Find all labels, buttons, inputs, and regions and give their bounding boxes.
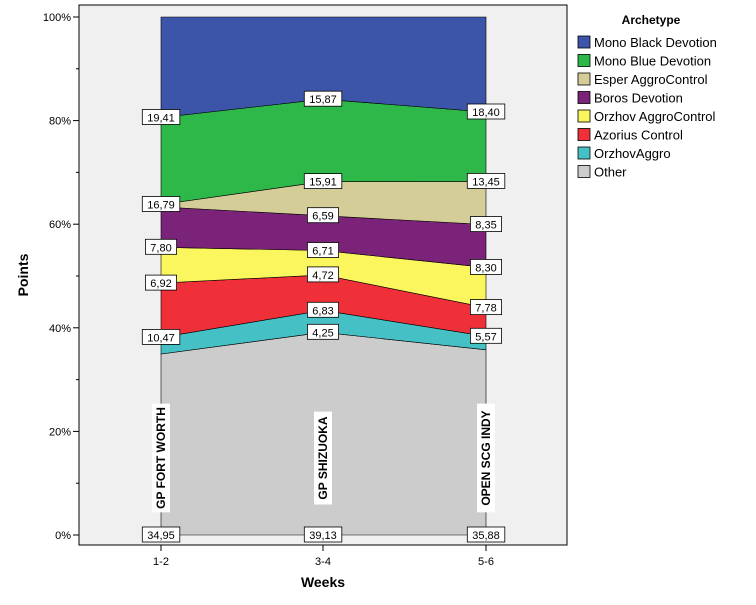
svg-text:8,30: 8,30 xyxy=(475,262,496,274)
y-tick-label: 100% xyxy=(43,12,71,24)
svg-text:16,79: 16,79 xyxy=(147,200,175,212)
data-label-other: 35,88 xyxy=(466,526,506,543)
data-label-azorius-control: 10,47 xyxy=(141,328,181,345)
svg-text:10,47: 10,47 xyxy=(147,332,175,344)
svg-text:35,88: 35,88 xyxy=(472,530,500,542)
svg-text:6,83: 6,83 xyxy=(312,305,333,317)
svg-text:6,59: 6,59 xyxy=(312,211,333,223)
data-label-mono-black-devotion: 18,40 xyxy=(466,103,506,120)
svg-text:6,71: 6,71 xyxy=(312,246,333,258)
event-label: GP FORT WORTH xyxy=(152,403,170,513)
legend-swatch xyxy=(577,35,591,49)
legend-item-boros-devotion: Boros Devotion xyxy=(577,91,683,106)
data-label-azorius-control: 6,83 xyxy=(306,301,339,318)
data-label-mono-blue-devotion: 15,91 xyxy=(303,173,343,190)
legend-label: Boros Devotion xyxy=(594,91,683,106)
event-label: GP SHIZUOKA xyxy=(314,411,332,505)
legend-label: Orzhov AggroControl xyxy=(594,109,716,124)
x-tick-label: 1-2 xyxy=(153,556,169,568)
data-label-mono-blue-devotion: 13,45 xyxy=(466,172,506,189)
y-tick-label: 60% xyxy=(49,219,71,231)
svg-text:18,40: 18,40 xyxy=(472,107,500,119)
legend-swatch xyxy=(577,91,591,104)
data-label-other: 34,95 xyxy=(141,526,181,543)
svg-text:39,13: 39,13 xyxy=(309,530,337,542)
y-tick-label: 40% xyxy=(49,323,71,335)
data-label-orzhov-aggrocontrol: 6,92 xyxy=(144,274,177,291)
legend-item-mono-black-devotion: Mono Black Devotion xyxy=(577,35,717,50)
event-labels: GP FORT WORTH GP SHIZUOKA OPEN SCG INDY xyxy=(152,403,495,513)
legend-item-esper-aggrocontrol: Esper AggroControl xyxy=(577,72,708,87)
svg-text:OPEN SCG INDY: OPEN SCG INDY xyxy=(479,410,493,505)
legend-item-azorius-control: Azorius Control xyxy=(577,128,683,143)
svg-text:GP FORT WORTH: GP FORT WORTH xyxy=(154,407,168,509)
svg-text:4,25: 4,25 xyxy=(312,327,333,339)
svg-text:5,57: 5,57 xyxy=(475,331,496,343)
legend-label: Azorius Control xyxy=(594,128,683,143)
x-axis: 1-2 3-4 5-6 xyxy=(153,545,494,568)
data-label-other: 39,13 xyxy=(303,526,343,543)
y-tick-label: 20% xyxy=(49,426,71,438)
legend-swatch xyxy=(577,146,591,160)
legend-title: Archetype xyxy=(622,13,681,27)
x-axis-title: Weeks xyxy=(301,574,345,590)
data-label-mono-black-devotion: 19,41 xyxy=(141,109,181,125)
event-label: OPEN SCG INDY xyxy=(477,403,495,513)
x-tick-label: 5-6 xyxy=(478,556,494,568)
legend-item-orzhovaggro: OrzhovAggro xyxy=(577,146,671,161)
y-axis: 0% 20% 40% 60% 80% 100% xyxy=(43,12,79,542)
legend-swatch xyxy=(577,54,591,67)
legend-item-mono-blue-devotion: Mono Blue Devotion xyxy=(577,54,711,69)
legend-item-other: Other xyxy=(577,165,627,180)
data-label-orzhov-aggrocontrol: 4,72 xyxy=(306,266,339,283)
svg-text:8,35: 8,35 xyxy=(475,220,496,232)
data-label-mono-black-devotion: 15,87 xyxy=(303,90,343,107)
y-axis-title: Points xyxy=(15,253,31,296)
legend-label: Mono Blue Devotion xyxy=(594,54,711,69)
legend-label: Esper AggroControl xyxy=(594,72,708,87)
legend-item-orzhov-aggrocontrol: Orzhov AggroControl xyxy=(577,109,716,124)
data-label-boros-devotion: 8,30 xyxy=(469,258,502,275)
legend-swatch xyxy=(577,109,591,123)
data-label-azorius-control: 5,57 xyxy=(469,327,502,344)
legend-swatch xyxy=(577,72,591,86)
data-label-mono-blue-devotion: 16,79 xyxy=(141,196,181,212)
data-label-esper-aggrocontrol: 8,35 xyxy=(469,216,502,233)
legend: Archetype Mono Black Devotion Mono Blue D… xyxy=(577,13,717,180)
y-tick-label: 80% xyxy=(49,116,71,128)
data-labels: 34,95 39,13 35,88 4,25 10,47 6,83 5,57 6,92 4,72… xyxy=(141,90,506,543)
legend-swatch xyxy=(577,165,591,178)
data-label-orzhovaggro: 4,25 xyxy=(306,323,339,340)
svg-text:6,92: 6,92 xyxy=(150,278,171,290)
svg-text:4,72: 4,72 xyxy=(312,270,333,282)
y-tick-label: 0% xyxy=(55,530,71,542)
svg-text:GP SHIZUOKA: GP SHIZUOKA xyxy=(316,416,330,499)
svg-text:15,87: 15,87 xyxy=(309,94,337,106)
x-tick-label: 3-4 xyxy=(315,556,331,568)
svg-text:7,80: 7,80 xyxy=(150,242,171,254)
legend-label: OrzhovAggro xyxy=(594,146,671,161)
svg-text:13,45: 13,45 xyxy=(472,176,500,188)
data-label-esper-aggrocontrol: 6,59 xyxy=(306,207,339,224)
svg-text:34,95: 34,95 xyxy=(147,530,175,542)
data-label-boros-devotion: 6,71 xyxy=(306,242,339,258)
legend-swatch xyxy=(577,128,591,141)
svg-text:7,78: 7,78 xyxy=(475,303,496,315)
svg-text:19,41: 19,41 xyxy=(147,113,175,125)
data-label-orzhov-aggrocontrol: 7,78 xyxy=(469,299,502,316)
svg-text:15,91: 15,91 xyxy=(309,177,337,189)
data-label-boros-devotion: 7,80 xyxy=(144,238,177,255)
legend-label: Other xyxy=(594,165,627,180)
legend-label: Mono Black Devotion xyxy=(594,35,717,50)
